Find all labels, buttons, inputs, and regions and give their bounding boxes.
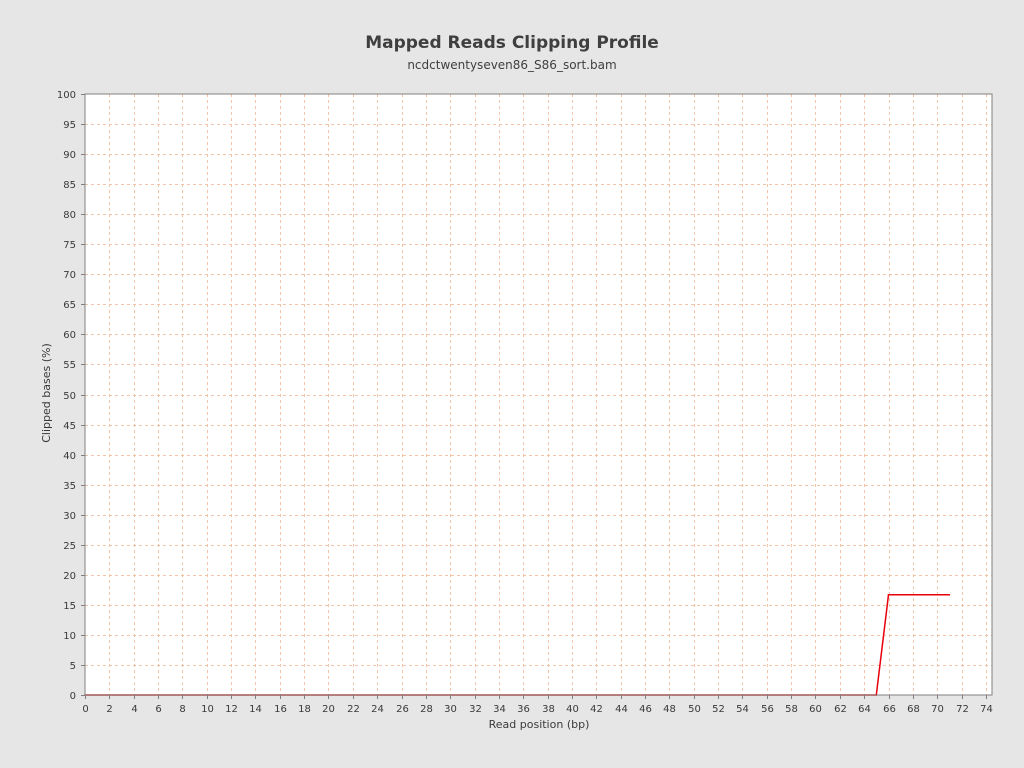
- y-tick-label: 70: [63, 270, 76, 281]
- x-tick-label: 14: [249, 704, 262, 715]
- x-tick-label: 22: [347, 704, 360, 715]
- x-tick-label: 28: [420, 704, 433, 715]
- series-point: [887, 594, 890, 596]
- x-tick-label: 32: [469, 704, 482, 715]
- x-tick-label: 68: [907, 704, 920, 715]
- x-tick-label: 60: [809, 704, 822, 715]
- x-tick-label: 6: [155, 704, 161, 715]
- x-tick-label: 58: [785, 704, 798, 715]
- y-tick-label: 55: [63, 360, 76, 371]
- y-tick-label: 40: [63, 451, 76, 462]
- x-tick-label: 56: [761, 704, 774, 715]
- series-point: [924, 594, 926, 596]
- series-point: [899, 594, 902, 596]
- y-tick-label: 35: [63, 481, 76, 492]
- x-tick-label: 8: [179, 704, 185, 715]
- y-tick-label: 10: [63, 631, 76, 642]
- y-tick-label: 20: [63, 571, 76, 582]
- x-tick-label: 74: [980, 704, 993, 715]
- y-axis-label: Clipped bases (%): [40, 343, 53, 443]
- x-tick-label: 36: [517, 704, 530, 715]
- x-tick-label: 0: [82, 704, 88, 715]
- y-tick-label: 50: [63, 391, 76, 402]
- y-tick-label: 5: [70, 661, 76, 672]
- x-tick-label: 34: [493, 704, 506, 715]
- x-tick-label: 26: [396, 704, 409, 715]
- x-tick-label: 50: [688, 704, 701, 715]
- x-tick-label: 48: [663, 704, 676, 715]
- plot-border: [84, 93, 993, 696]
- y-tick-label: 30: [63, 511, 76, 522]
- grid-lines: [85, 94, 992, 695]
- chart-title: Mapped Reads Clipping Profile: [365, 33, 659, 53]
- x-axis: 0 2 4 6 8 10 12 14 16 18 20 22 24 26 28 30 32 34 36 38 40 42 4…: [82, 695, 993, 715]
- x-tick-label: 64: [858, 704, 871, 715]
- x-tick-label: 52: [712, 704, 725, 715]
- x-tick-label: 18: [298, 704, 311, 715]
- y-tick-label: 25: [63, 541, 76, 552]
- x-tick-label: 24: [371, 704, 384, 715]
- x-tick-label: 44: [615, 704, 628, 715]
- series-line-0: [85, 594, 950, 696]
- x-tick-label: 70: [931, 704, 944, 715]
- series-point: [948, 594, 951, 596]
- x-axis-label: Read position (bp): [489, 718, 590, 731]
- chart-subtitle: ncdctwentyseven86_S86_sort.bam: [407, 58, 616, 72]
- x-tick-label: 42: [590, 704, 603, 715]
- x-tick-label: 12: [225, 704, 238, 715]
- y-tick-label: 45: [63, 421, 76, 432]
- y-axis: 0 5 10 15 20 25 30 35 40 45 50 55 60 65 70 75 80 85 90 95 10…: [57, 90, 85, 702]
- y-tick-label: 80: [63, 210, 76, 221]
- y-tick-label: 90: [63, 150, 76, 161]
- y-tick-label: 0: [70, 691, 76, 702]
- x-tick-label: 54: [736, 704, 749, 715]
- y-tick-label: 85: [63, 180, 76, 191]
- y-tick-label: 60: [63, 330, 76, 341]
- y-tick-label: 15: [63, 601, 76, 612]
- x-tick-label: 38: [542, 704, 555, 715]
- x-tick-label: 20: [322, 704, 335, 715]
- y-tick-label: 100: [57, 90, 76, 101]
- x-tick-label: 30: [444, 704, 457, 715]
- x-tick-label: 40: [566, 704, 579, 715]
- x-tick-label: 16: [274, 704, 287, 715]
- x-tick-label: 46: [639, 704, 652, 715]
- y-tick-label: 65: [63, 300, 76, 311]
- x-tick-label: 66: [883, 704, 896, 715]
- x-tick-label: 4: [131, 704, 137, 715]
- series-point: [912, 594, 914, 596]
- x-tick-label: 10: [201, 704, 214, 715]
- series-point: [936, 594, 938, 596]
- x-tick-label: 62: [834, 704, 847, 715]
- x-tick-label: 72: [956, 704, 969, 715]
- y-tick-label: 95: [63, 120, 76, 131]
- x-tick-label: 2: [106, 704, 112, 715]
- y-tick-label: 75: [63, 240, 76, 251]
